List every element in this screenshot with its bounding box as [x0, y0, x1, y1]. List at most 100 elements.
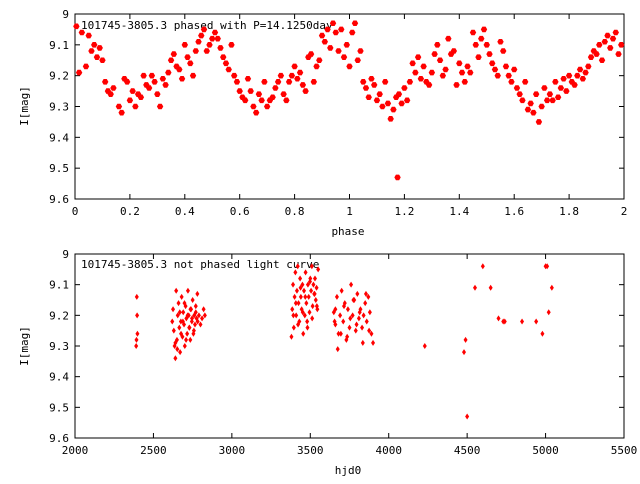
- phased-data-point: [506, 73, 512, 79]
- phased-data-point: [377, 91, 383, 97]
- phased-data-point: [182, 42, 188, 48]
- phased-data-point: [327, 45, 333, 51]
- phased-data-point: [116, 104, 122, 110]
- unphased-data-point: [313, 291, 317, 297]
- unphased-data-point: [135, 312, 139, 318]
- phased-data-point: [503, 64, 509, 70]
- unphased-data-point: [294, 300, 298, 306]
- phased-data-point: [582, 70, 588, 76]
- unphased-data-point: [170, 318, 174, 324]
- phased-data-point: [371, 82, 377, 88]
- unphased-data-point: [184, 337, 188, 343]
- unphased-data-point: [465, 414, 469, 420]
- phased-data-point: [453, 82, 459, 88]
- unphased-data-point: [202, 306, 206, 312]
- phased-data-point: [129, 88, 135, 94]
- unphased-data-point: [351, 297, 355, 303]
- phased-data-point: [355, 57, 361, 63]
- phased-chart-title: 101745-3805.3 phased with P=14.1250day: [81, 19, 333, 32]
- phased-data-point: [220, 54, 226, 60]
- phased-data-point: [168, 57, 174, 63]
- phased-data-point: [497, 39, 503, 45]
- unphased-data-point: [550, 285, 554, 291]
- unphased-data-point: [305, 325, 309, 331]
- phased-data-point: [407, 79, 413, 85]
- phased-data-point: [398, 101, 404, 107]
- unphased-data-point: [171, 306, 175, 312]
- unphased-plot-frame: [75, 254, 624, 438]
- phased-x-tick-label: 1.2: [394, 205, 414, 218]
- unphased-data-point: [301, 331, 305, 337]
- phased-data-point: [349, 30, 355, 36]
- phased-data-point: [247, 88, 253, 94]
- unphased-data-point: [346, 306, 350, 312]
- phased-chart-ylabel: I[mag]: [18, 86, 31, 126]
- phased-data-point: [604, 33, 610, 39]
- unphased-data-point: [302, 288, 306, 294]
- phased-data-point: [516, 91, 522, 97]
- phased-data-point: [226, 67, 232, 73]
- phased-data-point: [280, 91, 286, 97]
- unphased-data-point: [363, 300, 367, 306]
- phased-data-point: [341, 54, 347, 60]
- unphased-data-point: [355, 291, 359, 297]
- phased-data-point: [193, 48, 199, 54]
- light-curve-charts: 101745-3805.3 phased with P=14.1250day p…: [0, 0, 640, 480]
- phased-data-point: [88, 48, 94, 54]
- unphased-data-point: [185, 331, 189, 337]
- phased-data-point: [333, 30, 339, 36]
- unphased-data-point: [341, 318, 345, 324]
- phased-data-point: [275, 79, 281, 85]
- unphased-data-point: [355, 322, 359, 328]
- phased-data-point: [198, 33, 204, 39]
- phased-data-point: [278, 73, 284, 79]
- phased-data-point: [547, 91, 553, 97]
- phased-data-point: [346, 64, 352, 70]
- phased-data-point: [495, 73, 501, 79]
- phased-data-point: [86, 33, 92, 39]
- phased-data-point: [412, 70, 418, 76]
- phased-data-point: [613, 30, 619, 36]
- phased-data-point: [160, 76, 166, 82]
- phased-data-point: [206, 42, 212, 48]
- phased-data-point: [294, 76, 300, 82]
- phased-data-point: [563, 88, 569, 94]
- unphased-data-point: [299, 294, 303, 300]
- unphased-data-point: [310, 315, 314, 321]
- phased-x-tick-label: 0.6: [230, 205, 250, 218]
- phased-data-point: [500, 48, 506, 54]
- phased-data-point: [234, 79, 240, 85]
- unphased-data-point: [195, 291, 199, 297]
- unphased-data-point: [462, 349, 466, 355]
- unphased-data-point: [540, 331, 544, 337]
- unphased-chart-xlabel: hjd0: [335, 464, 362, 477]
- phased-data-point: [231, 73, 237, 79]
- phased-data-point: [470, 30, 476, 36]
- phased-data-point: [195, 39, 201, 45]
- phased-chart-xlabel: phase: [331, 225, 364, 238]
- phased-data-point: [300, 82, 306, 88]
- unphased-data-point: [191, 297, 195, 303]
- phased-data-point: [272, 85, 278, 91]
- unphased-x-tick-label: 4500: [454, 444, 481, 457]
- phased-data-point: [560, 76, 566, 82]
- phased-data-point: [522, 79, 528, 85]
- phased-data-point: [162, 82, 168, 88]
- phased-data-point: [530, 110, 536, 116]
- phased-data-point: [541, 85, 547, 91]
- unphased-data-point: [360, 325, 364, 331]
- phased-data-point: [127, 98, 133, 104]
- phased-y-tick-label: 9: [62, 8, 69, 21]
- phased-data-point: [437, 57, 443, 63]
- unphased-data-point: [194, 303, 198, 309]
- phased-data-point: [574, 73, 580, 79]
- phased-x-tick-label: 2: [621, 205, 628, 218]
- phased-data-point: [533, 91, 539, 97]
- unphased-data-point: [547, 309, 551, 315]
- unphased-data-point: [291, 282, 295, 288]
- phased-data-point: [394, 175, 400, 181]
- unphased-data-point: [295, 288, 299, 294]
- phased-data-point: [549, 98, 555, 104]
- phased-data-point: [577, 67, 583, 73]
- unphased-x-tick-label: 2500: [140, 444, 167, 457]
